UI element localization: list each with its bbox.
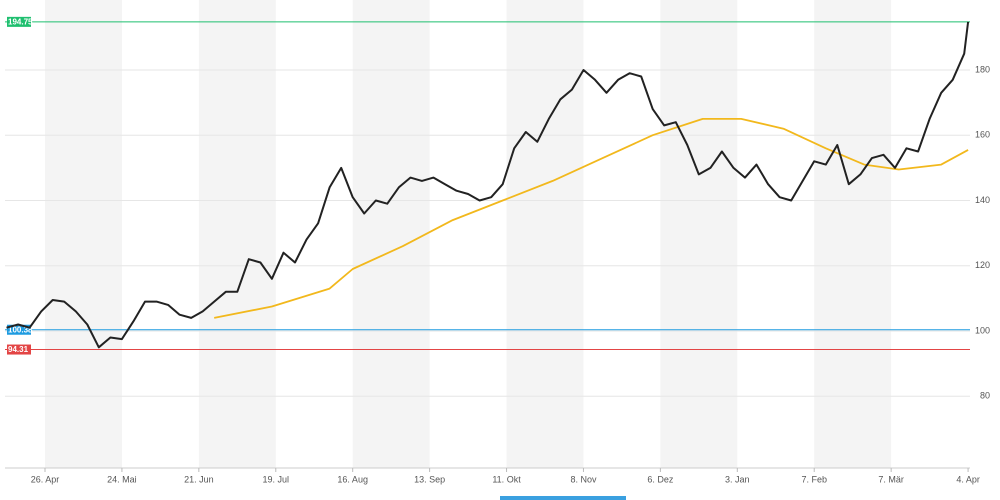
y-tick-label: 80 [980,391,990,401]
level-label: 94.31 [8,345,29,354]
band [660,0,738,468]
x-tick-label: 7. Feb [801,474,827,484]
y-tick-label: 140 [975,195,990,205]
x-tick-label: 8. Nov [570,474,597,484]
level-label: 100.38 [8,325,33,334]
y-tick-label: 160 [975,130,990,140]
price-line [6,21,970,349]
band [45,0,122,468]
x-tick-label: 7. Mär [878,474,904,484]
y-tick-label: 100 [975,325,990,335]
x-tick-label: 13. Sep [414,474,445,484]
x-tick-label: 6. Dez [647,474,674,484]
x-tick-label: 26. Apr [31,474,60,484]
y-tick-label: 120 [975,260,990,270]
band [814,0,892,468]
level-label: 194.75 [8,17,33,26]
scrollbar[interactable] [500,496,626,500]
level-tag [7,344,31,355]
band [506,0,584,468]
x-tick-label: 11. Okt [492,474,521,484]
level-tag [7,16,31,27]
band [352,0,430,468]
x-tick-label: 3. Jan [725,474,750,484]
price-line [214,118,969,319]
x-tick-label: 4. Apr [956,474,980,484]
y-tick-label: 180 [975,64,990,74]
x-tick-label: 21. Jun [184,474,214,484]
x-tick-label: 16. Aug [337,474,368,484]
band [198,0,276,468]
x-tick-label: 24. Mai [107,474,137,484]
level-tag [7,324,31,335]
x-tick-label: 19. Jul [263,474,290,484]
